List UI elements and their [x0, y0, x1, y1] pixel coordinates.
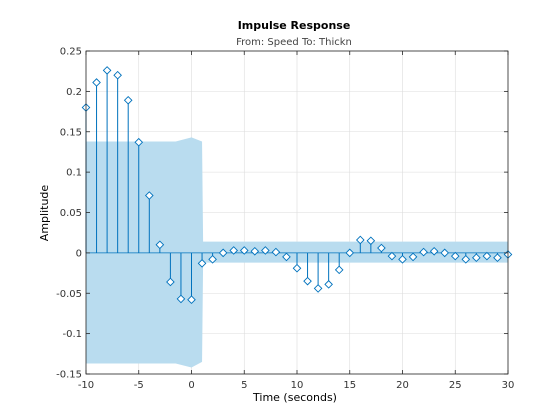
y-tick-label: 0.15	[60, 127, 82, 138]
y-tick-label: 0	[76, 248, 82, 259]
x-tick-label: 25	[449, 380, 462, 391]
x-tick-label: 0	[188, 380, 194, 391]
x-tick-label: 5	[241, 380, 247, 391]
confidence-band	[86, 137, 508, 368]
y-tick-label: 0.1	[66, 168, 82, 179]
stem-marker	[166, 277, 175, 287]
y-tick-label: 0.25	[60, 47, 82, 58]
stem-marker	[271, 247, 281, 257]
y-tick-label: 0.2	[66, 87, 82, 98]
stem-marker	[208, 255, 217, 264]
stem-marker	[250, 246, 260, 256]
stem-marker	[123, 95, 133, 105]
x-tick-label: 10	[291, 380, 304, 391]
stem-marker	[113, 70, 122, 80]
stem-marker	[292, 263, 302, 273]
x-tick-label: -5	[134, 380, 144, 391]
stem-marker	[345, 248, 355, 258]
stem-marker	[398, 255, 407, 264]
y-tick-label: -0.05	[56, 289, 82, 300]
stem-marker	[419, 247, 428, 257]
stem-marker	[493, 253, 502, 263]
stem-marker	[102, 66, 112, 75]
stem-marker	[324, 280, 333, 289]
stem-marker	[239, 246, 249, 255]
y-axis-label: Amplitude	[38, 185, 51, 242]
stem-marker	[197, 259, 207, 268]
x-tick-label: -10	[78, 380, 94, 391]
stem-marker	[218, 248, 228, 258]
stem-marker	[440, 248, 450, 258]
y-tick-label: -0.15	[56, 370, 82, 381]
chart-subtitle: From: Speed To: Thickn	[236, 37, 352, 48]
stem-marker	[313, 284, 323, 293]
x-tick-label: 15	[343, 380, 356, 391]
stem-marker	[429, 246, 439, 256]
stem-marker	[482, 251, 492, 261]
chart-title: Impulse Response	[238, 19, 351, 32]
stem-marker	[155, 240, 165, 250]
stem-marker	[450, 251, 460, 261]
stem-marker	[377, 243, 386, 253]
y-tick-label: -0.1	[62, 329, 82, 340]
stem-marker	[282, 252, 291, 262]
stem-marker	[472, 253, 481, 263]
y-tick-label: 0.05	[60, 208, 82, 219]
stem-marker	[176, 294, 186, 304]
stem-marker	[229, 246, 239, 255]
x-tick-labels: -10 -5 0 5 10 15 20 25 30	[78, 51, 515, 391]
stem-marker	[134, 137, 144, 147]
stem-marker	[187, 295, 196, 305]
stem-marker	[261, 246, 270, 255]
stem-marker	[355, 235, 365, 245]
x-tick-label: 20	[396, 380, 409, 391]
x-axis-label: Time (seconds)	[252, 391, 337, 404]
confidence-band-layer	[86, 137, 508, 368]
stem-marker	[366, 236, 376, 246]
stem-marker	[408, 252, 418, 262]
stem-marker	[387, 251, 397, 261]
y-tick-labels: -0.15 -0.1 -0.05 0 0.05 0.1 0.15 0.2 0.25	[56, 47, 508, 381]
stem-marker	[303, 276, 312, 286]
stem-marker	[144, 191, 154, 200]
stem-marker	[461, 255, 471, 264]
stem-marker	[334, 265, 344, 275]
x-tick-label: 30	[502, 380, 515, 391]
stem-marker	[92, 78, 101, 87]
